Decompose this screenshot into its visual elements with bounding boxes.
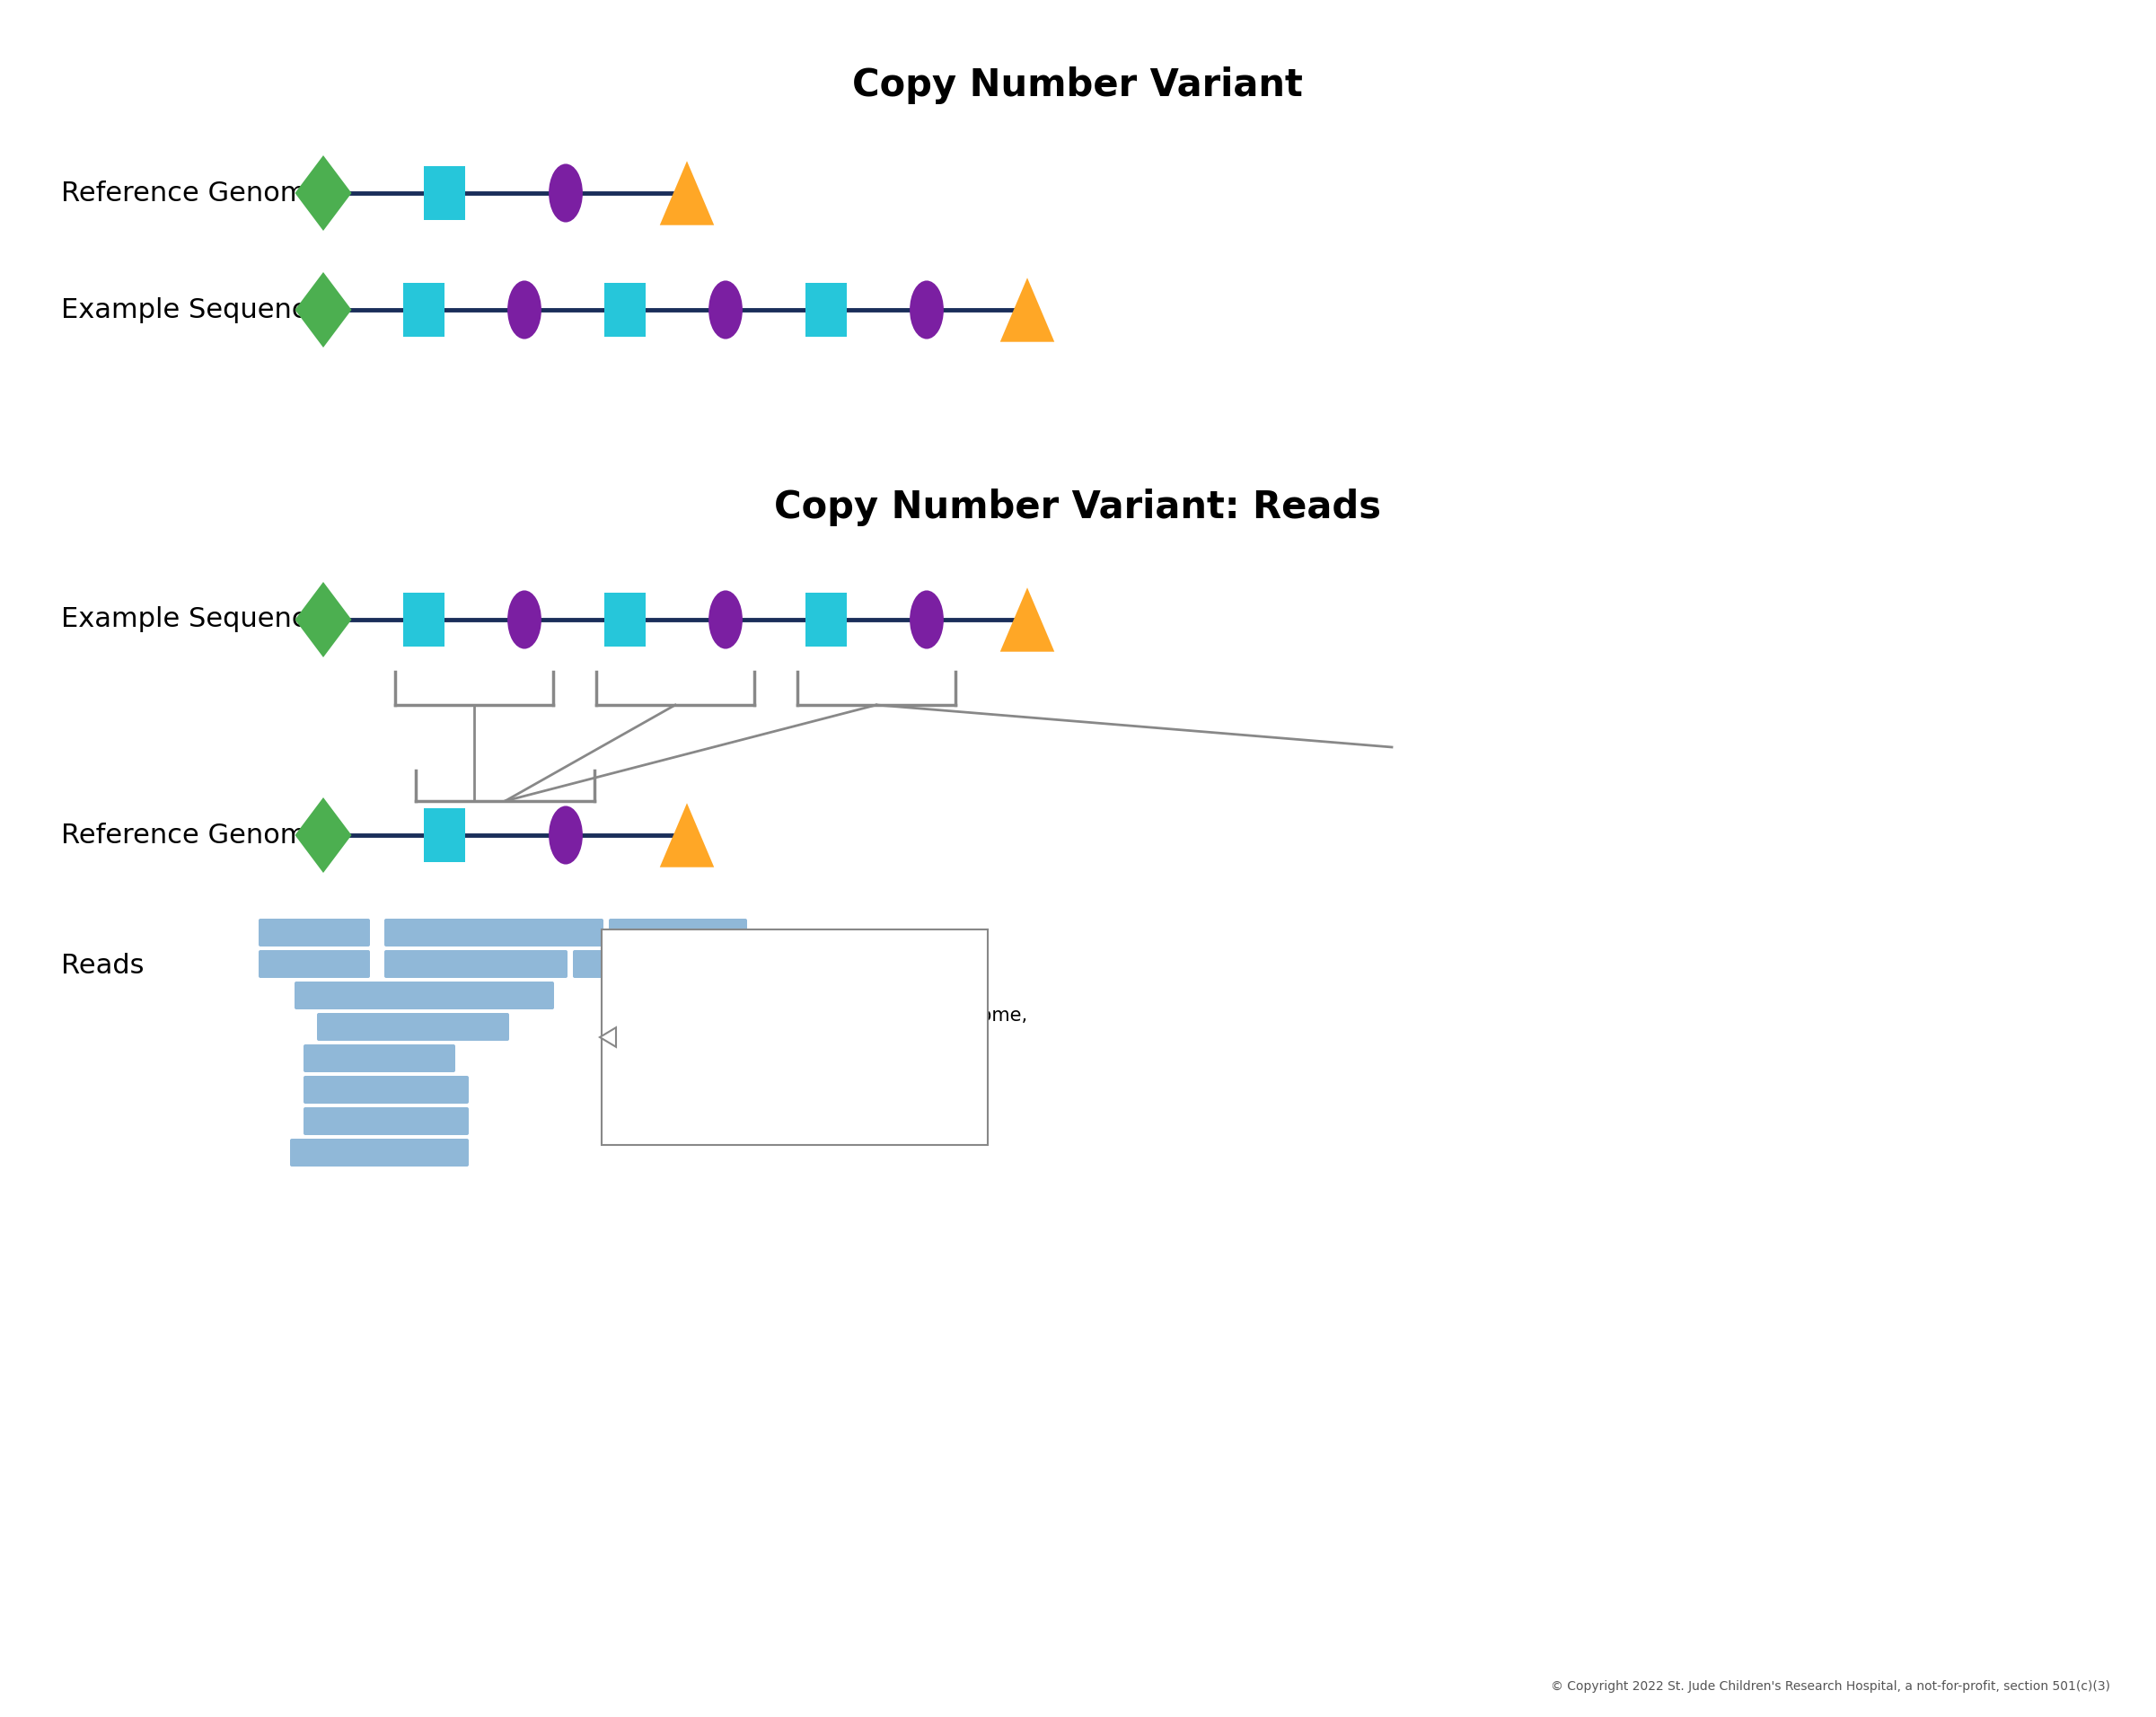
Polygon shape	[295, 797, 351, 872]
Ellipse shape	[910, 591, 944, 649]
Ellipse shape	[507, 591, 541, 649]
Polygon shape	[599, 1027, 617, 1047]
Text: Copy Number Variant: Copy Number Variant	[852, 67, 1302, 105]
Text: Example Sequence: Example Sequence	[60, 606, 323, 632]
Bar	[604, 283, 647, 337]
Ellipse shape	[709, 591, 742, 649]
Ellipse shape	[550, 805, 582, 864]
Polygon shape	[295, 155, 351, 230]
FancyBboxPatch shape	[317, 1013, 509, 1041]
Text: Reference Genome: Reference Genome	[60, 180, 323, 206]
FancyBboxPatch shape	[304, 1077, 468, 1104]
Bar	[425, 809, 466, 862]
Bar	[806, 283, 847, 337]
Text: the reads spike in the area where the: the reads spike in the area where the	[619, 1049, 968, 1068]
FancyBboxPatch shape	[608, 919, 748, 946]
Polygon shape	[295, 271, 351, 347]
Text: Reads: Reads	[60, 953, 144, 979]
Ellipse shape	[709, 280, 742, 338]
Polygon shape	[1000, 278, 1054, 342]
Bar	[604, 592, 647, 647]
FancyBboxPatch shape	[291, 1138, 468, 1166]
Text: copy number variant occurred: copy number variant occurred	[619, 1094, 901, 1111]
Polygon shape	[295, 582, 351, 658]
Text: Reference Genome: Reference Genome	[60, 822, 323, 848]
Text: © Copyright 2022 St. Jude Children's Research Hospital, a not-for-profit, sectio: © Copyright 2022 St. Jude Children's Res…	[1550, 1681, 2111, 1693]
Ellipse shape	[910, 280, 944, 338]
Text: to the same area on the reference genome,: to the same area on the reference genome…	[619, 1006, 1028, 1025]
Bar	[403, 592, 444, 647]
FancyBboxPatch shape	[602, 929, 987, 1145]
FancyBboxPatch shape	[573, 950, 711, 979]
Bar	[403, 283, 444, 337]
FancyBboxPatch shape	[304, 1044, 455, 1071]
Text: Example Sequence: Example Sequence	[60, 297, 323, 323]
Ellipse shape	[550, 163, 582, 221]
Polygon shape	[1000, 587, 1054, 652]
FancyBboxPatch shape	[304, 1107, 468, 1135]
FancyBboxPatch shape	[384, 982, 554, 1010]
FancyBboxPatch shape	[295, 982, 446, 1010]
FancyBboxPatch shape	[384, 919, 604, 946]
Polygon shape	[660, 161, 714, 225]
FancyBboxPatch shape	[259, 919, 371, 946]
Text: Copy Number Variant: Reads: Copy Number Variant: Reads	[774, 489, 1382, 525]
Bar	[806, 592, 847, 647]
Text: because the copied sequence maps: because the copied sequence maps	[619, 963, 955, 982]
FancyBboxPatch shape	[259, 950, 371, 979]
FancyBboxPatch shape	[384, 950, 567, 979]
Bar	[425, 167, 466, 220]
Ellipse shape	[507, 280, 541, 338]
Polygon shape	[660, 804, 714, 867]
